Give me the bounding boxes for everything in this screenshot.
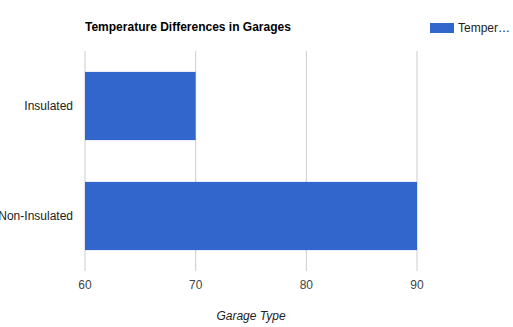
grid [85,51,417,271]
title: Temperature Differences in Garages [85,20,291,34]
legend: Temper… [430,21,510,35]
bar [85,182,417,250]
legend-swatch [430,23,454,33]
tick-label: 90 [410,278,424,292]
category-label: Insulated [24,99,73,113]
bars [85,72,417,250]
legend-label: Temper… [458,21,510,35]
chart: Temperature Differences in Garages 60 70 80… [0,0,513,327]
axis-label: Garage Type [216,309,285,323]
bar [85,72,196,140]
category-label: Non-Insulated [0,209,73,223]
tick-label: 70 [189,278,203,292]
tick-label: 60 [78,278,92,292]
tick-label: 80 [300,278,314,292]
